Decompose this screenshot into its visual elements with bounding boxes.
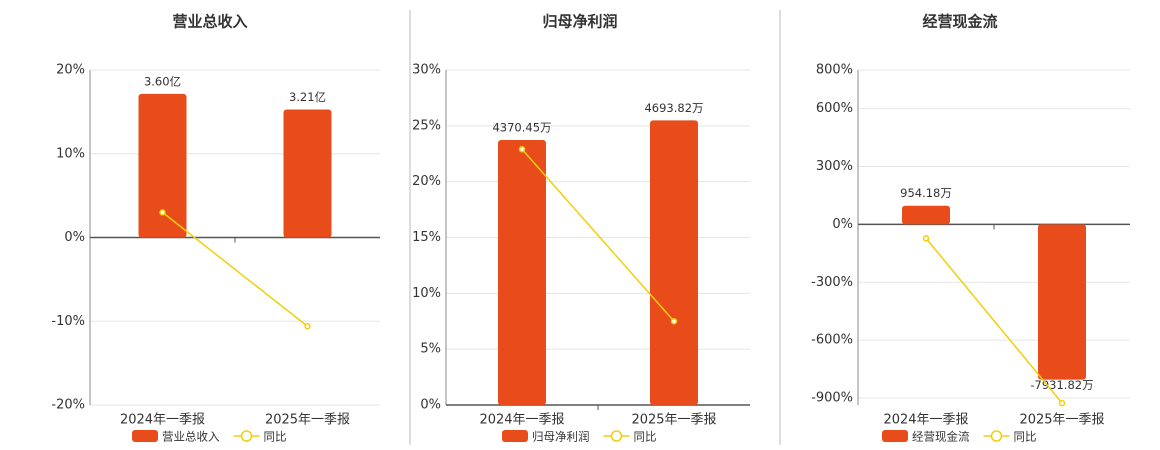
bar bbox=[138, 93, 187, 238]
value-label: 4370.45万 bbox=[492, 121, 551, 135]
x-tick-label: 2025年一季报 bbox=[631, 413, 716, 428]
chart-title: 营业总收入 bbox=[172, 13, 247, 31]
bar bbox=[283, 109, 332, 238]
x-tick-label: 2024年一季报 bbox=[120, 413, 205, 428]
y-tick-label: -10% bbox=[51, 314, 85, 329]
value-label: 4693.82万 bbox=[644, 101, 703, 115]
line-point bbox=[159, 209, 166, 216]
y-tick-label: -20% bbox=[51, 398, 85, 413]
y-tick-label: 20% bbox=[56, 63, 85, 78]
legend-label: 同比 bbox=[264, 430, 287, 444]
y-tick-label: 15% bbox=[412, 230, 441, 245]
y-tick-label: 800% bbox=[816, 63, 853, 78]
y-tick-label: 600% bbox=[816, 101, 853, 116]
y-tick-label: 0% bbox=[832, 217, 853, 232]
line-point bbox=[922, 235, 930, 242]
value-label: 3.60亿 bbox=[144, 74, 181, 88]
line bbox=[925, 237, 1063, 404]
legend-label: 同比 bbox=[1014, 430, 1037, 444]
line-point bbox=[1058, 399, 1066, 407]
legend-label: 同比 bbox=[634, 430, 657, 444]
legend-swatch bbox=[882, 430, 908, 442]
y-tick-label: 10% bbox=[56, 146, 85, 161]
legend-label: 经营现金流 bbox=[912, 430, 970, 444]
legend-swatch bbox=[240, 430, 253, 442]
y-tick-label: 25% bbox=[412, 118, 441, 133]
x-tick-label: 2025年一季报 bbox=[265, 413, 350, 428]
y-tick-label: 300% bbox=[816, 159, 853, 174]
y-tick-label: 5% bbox=[420, 342, 441, 357]
x-tick-label: 2024年一季报 bbox=[479, 413, 564, 428]
legend-label: 营业总收入 bbox=[162, 430, 220, 444]
line-point bbox=[304, 323, 311, 330]
y-tick-label: 30% bbox=[412, 63, 441, 78]
y-tick-label: 0% bbox=[420, 398, 441, 413]
line-point bbox=[518, 146, 526, 153]
legend-swatch bbox=[610, 430, 623, 442]
value-label: -7931.82万 bbox=[1030, 378, 1093, 392]
value-label: 3.21亿 bbox=[289, 90, 326, 104]
y-tick-label: 0% bbox=[64, 230, 85, 245]
bar bbox=[650, 120, 698, 405]
value-label: 954.18万 bbox=[900, 186, 952, 200]
x-tick-label: 2025年一季报 bbox=[1019, 413, 1104, 428]
y-tick-label: -300% bbox=[811, 275, 853, 290]
line-point bbox=[670, 318, 678, 325]
legend-swatch bbox=[502, 430, 528, 442]
legend-swatch bbox=[990, 430, 1003, 442]
x-tick-label: 2024年一季报 bbox=[883, 413, 968, 428]
line bbox=[162, 211, 308, 327]
line bbox=[521, 148, 675, 322]
chart-title: 经营现金流 bbox=[922, 13, 997, 31]
y-tick-label: 20% bbox=[412, 174, 441, 189]
legend-swatch bbox=[132, 430, 158, 442]
legend-label: 归母净利润 bbox=[532, 430, 590, 444]
chart-title: 归母净利润 bbox=[542, 13, 617, 31]
y-tick-label: -900% bbox=[811, 391, 853, 406]
bar bbox=[1038, 224, 1086, 380]
bar bbox=[902, 205, 950, 225]
y-tick-label: -600% bbox=[811, 333, 853, 348]
bar bbox=[498, 140, 546, 405]
y-tick-label: 10% bbox=[412, 286, 441, 301]
